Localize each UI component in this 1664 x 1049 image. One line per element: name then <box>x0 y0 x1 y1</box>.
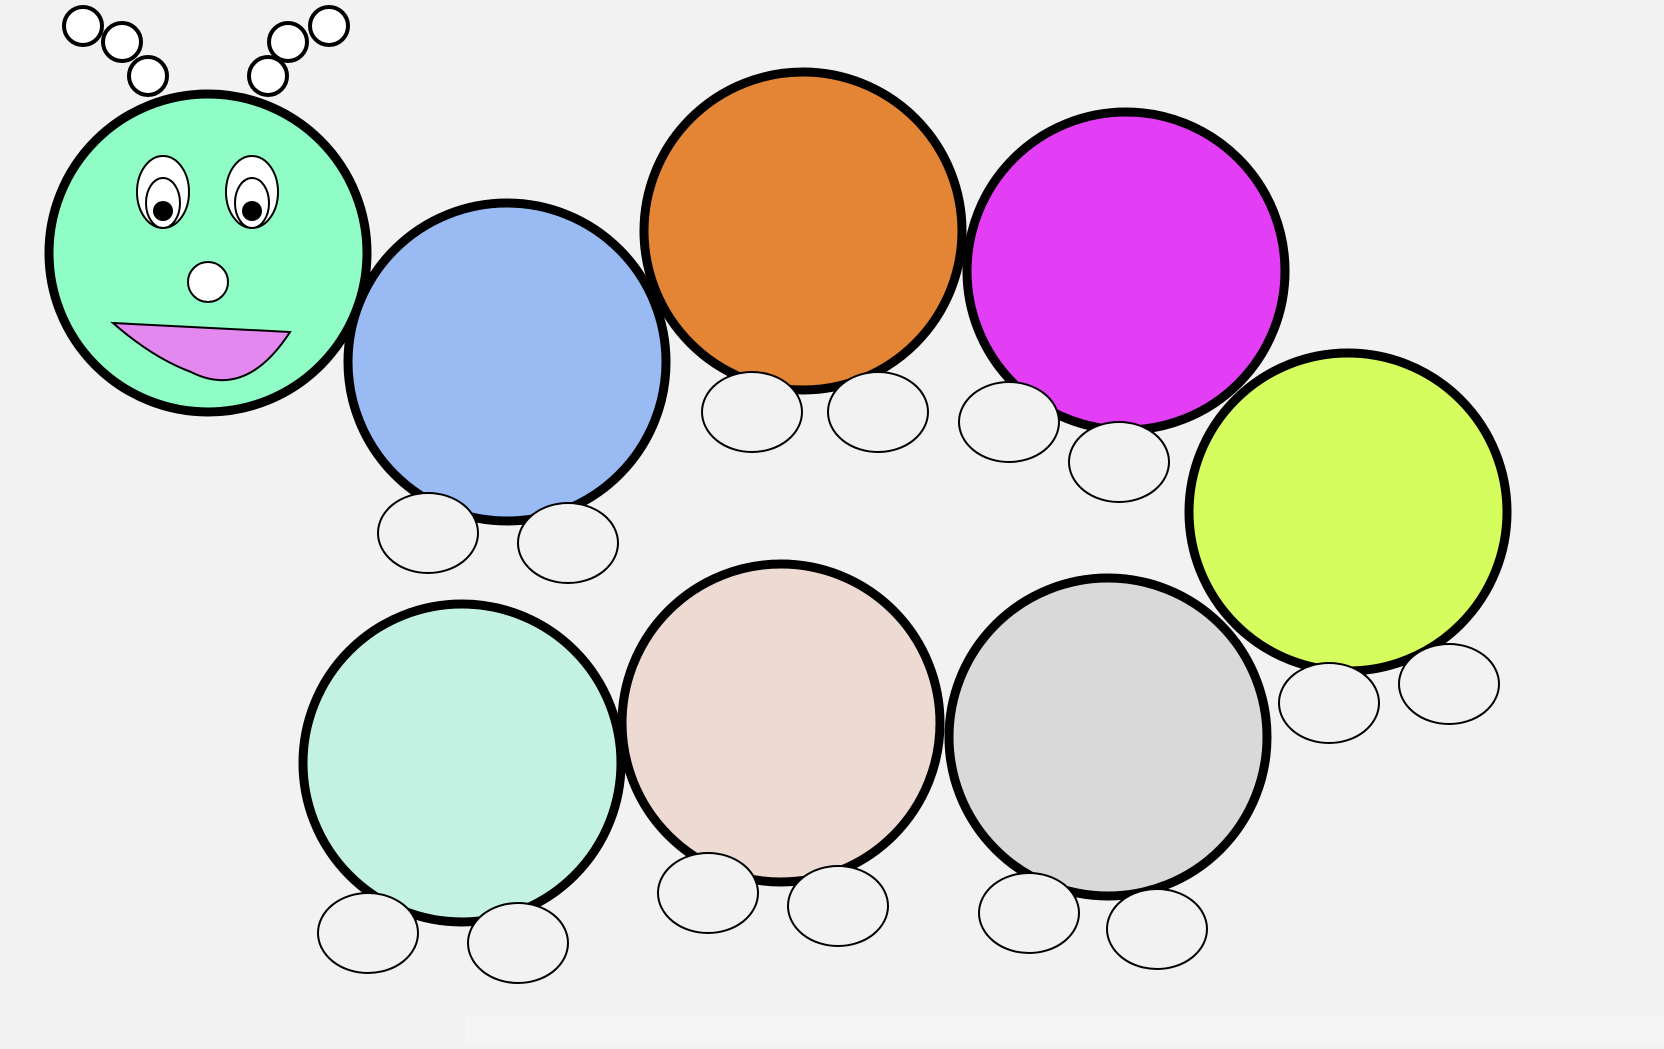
body-segment-4[interactable] <box>1184 348 1512 676</box>
foot <box>377 492 479 574</box>
head <box>44 5 372 417</box>
right-eye <box>225 155 279 229</box>
pupil <box>153 201 173 221</box>
foot <box>517 502 619 584</box>
foot <box>1278 662 1380 744</box>
body-segment-5[interactable] <box>944 573 1272 901</box>
mouth <box>110 321 292 381</box>
left-eye <box>136 155 190 229</box>
foot <box>657 852 759 934</box>
antenna-ball <box>267 21 309 63</box>
foot <box>467 902 569 984</box>
foot <box>978 872 1080 954</box>
antenna-ball <box>127 55 169 97</box>
body-segment-6[interactable] <box>617 559 945 887</box>
bottom-band <box>465 1015 1664 1044</box>
antenna-ball <box>101 21 143 63</box>
foot <box>317 892 419 974</box>
foot <box>1398 643 1500 725</box>
foot <box>1068 421 1170 503</box>
foot <box>701 371 803 453</box>
foot <box>787 865 889 947</box>
body-segment-2[interactable] <box>639 67 967 395</box>
antenna-ball <box>62 5 104 47</box>
body-segment-1[interactable] <box>343 198 671 526</box>
left-antenna <box>62 5 169 97</box>
foot <box>958 381 1060 463</box>
body-segment-7[interactable] <box>298 599 626 927</box>
body-segments <box>298 67 1512 927</box>
pupil <box>242 201 262 221</box>
nose <box>187 261 229 303</box>
antenna-ball <box>247 55 289 97</box>
feet <box>317 371 1500 984</box>
right-antenna <box>247 5 350 97</box>
foot <box>827 371 929 453</box>
antenna-ball <box>308 5 350 47</box>
foot <box>1106 888 1208 970</box>
